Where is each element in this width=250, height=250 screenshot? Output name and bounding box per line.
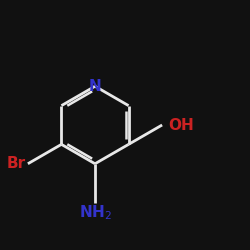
Text: N: N bbox=[88, 79, 102, 94]
Text: OH: OH bbox=[168, 118, 194, 132]
Text: Br: Br bbox=[6, 156, 25, 171]
Text: NH$_2$: NH$_2$ bbox=[78, 204, 112, 223]
